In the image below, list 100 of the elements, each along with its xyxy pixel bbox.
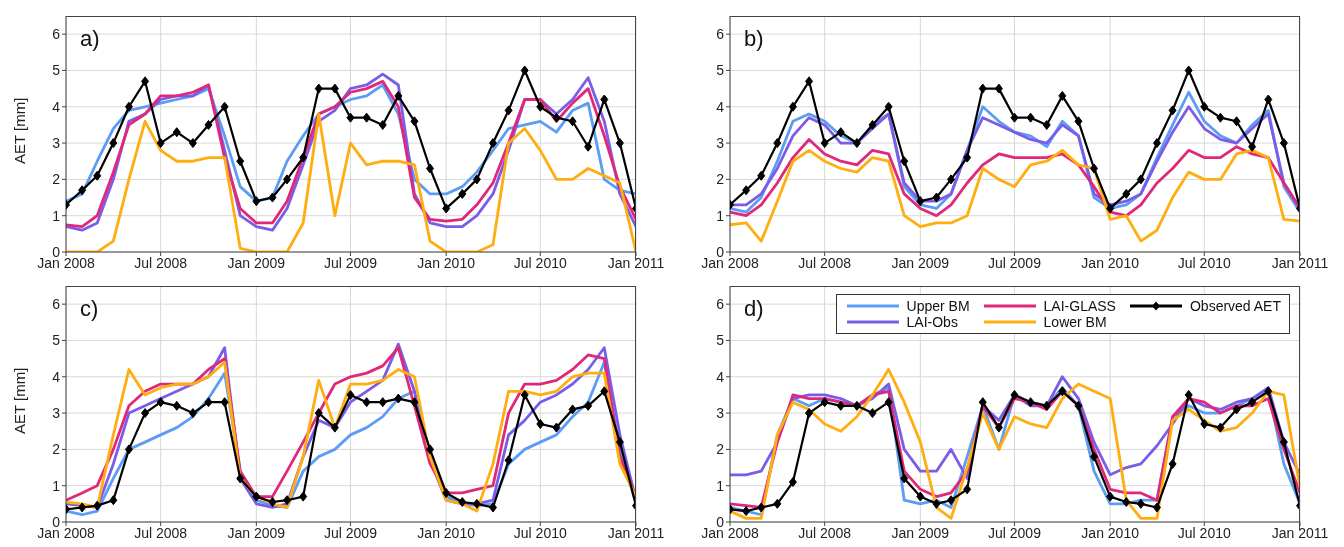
- y-tick-label: 4: [52, 98, 61, 115]
- point: [1058, 90, 1067, 101]
- point: [994, 83, 1003, 94]
- point: [346, 389, 355, 400]
- point: [1184, 65, 1193, 76]
- point: [805, 76, 814, 87]
- point: [504, 455, 513, 466]
- point: [520, 389, 529, 400]
- point: [932, 192, 941, 203]
- point: [93, 170, 102, 181]
- point: [1122, 497, 1131, 508]
- point: [805, 408, 814, 419]
- point: [1042, 119, 1051, 130]
- point: [963, 152, 972, 163]
- point: [362, 397, 371, 408]
- point: [141, 76, 150, 87]
- y-tick-label: 6: [52, 296, 61, 313]
- x-tick-label: Jan 2010: [417, 254, 476, 271]
- point: [773, 498, 782, 509]
- x-tick-label: Jul 2009: [324, 524, 378, 541]
- y-tick-label: 4: [52, 368, 61, 385]
- point: [252, 491, 261, 502]
- y-tick-label: 1: [716, 207, 725, 224]
- legend-label: Upper BM: [906, 298, 970, 314]
- point: [410, 397, 419, 408]
- x-tick-label: Jul 2009: [988, 524, 1042, 541]
- point: [1152, 502, 1161, 513]
- x-tick-label: Jan 2009: [227, 254, 286, 271]
- point: [916, 196, 925, 207]
- point: [1216, 112, 1225, 123]
- point: [1152, 138, 1161, 149]
- point: [236, 156, 245, 167]
- point: [1026, 112, 1035, 123]
- point: [504, 105, 513, 116]
- point: [426, 163, 435, 174]
- annotation: a): [80, 26, 100, 52]
- x-tick-label: Jan 2009: [891, 524, 950, 541]
- point: [536, 418, 545, 429]
- x-tick-label: Jan 2009: [891, 254, 950, 271]
- point: [124, 444, 133, 455]
- point: [156, 138, 165, 149]
- annotation: b): [744, 26, 764, 52]
- point: [836, 400, 845, 411]
- y-tick-label: 4: [716, 368, 725, 385]
- point: [124, 101, 133, 112]
- point: [283, 174, 292, 185]
- x-tick-label: Jan 2011: [1271, 254, 1329, 271]
- point: [1074, 400, 1083, 411]
- point: [362, 112, 371, 123]
- point: [584, 400, 593, 411]
- y-tick-label: 6: [716, 26, 725, 43]
- point: [410, 116, 419, 127]
- point: [1168, 105, 1177, 116]
- point: [378, 397, 387, 408]
- point: [852, 400, 861, 411]
- point: [1279, 437, 1288, 448]
- point: [1058, 386, 1067, 397]
- y-tick-label: 5: [52, 332, 61, 349]
- point: [378, 119, 387, 130]
- x-tick-label: Jul 2008: [798, 524, 852, 541]
- point: [868, 408, 877, 419]
- x-tick-label: Jan 2011: [1271, 524, 1329, 541]
- x-tick-label: Jan 2009: [227, 524, 286, 541]
- point: [1168, 458, 1177, 469]
- point: [788, 477, 797, 488]
- y-axis-title: AET [mm]: [11, 97, 29, 164]
- x-tick-label: Jan 2010: [1081, 254, 1140, 271]
- y-tick-label: 2: [716, 441, 725, 458]
- point: [568, 116, 577, 127]
- point: [314, 83, 323, 94]
- point: [109, 138, 118, 149]
- point: [852, 138, 861, 149]
- point: [868, 119, 877, 130]
- point: [1106, 491, 1115, 502]
- point: [109, 495, 118, 506]
- point: [330, 83, 339, 94]
- point: [900, 156, 909, 167]
- point: [394, 90, 403, 101]
- y-tick-label: 1: [52, 207, 61, 224]
- point: [1042, 400, 1051, 411]
- point: [947, 174, 956, 185]
- point: [536, 101, 545, 112]
- point: [1216, 422, 1225, 433]
- x-tick-label: Jul 2009: [988, 254, 1042, 271]
- point: [78, 185, 87, 196]
- y-tick-label: 5: [52, 62, 61, 79]
- point: [394, 393, 403, 404]
- legend-label: LAI-Obs: [906, 314, 958, 330]
- point: [220, 101, 229, 112]
- point: [742, 185, 751, 196]
- point: [283, 495, 292, 506]
- y-tick-label: 3: [52, 135, 61, 152]
- point: [900, 473, 909, 484]
- x-tick-label: Jan 2010: [1081, 524, 1140, 541]
- point: [978, 83, 987, 94]
- point: [236, 473, 245, 484]
- point: [1248, 397, 1257, 408]
- point: [268, 497, 277, 508]
- point: [472, 498, 481, 509]
- point: [600, 94, 609, 105]
